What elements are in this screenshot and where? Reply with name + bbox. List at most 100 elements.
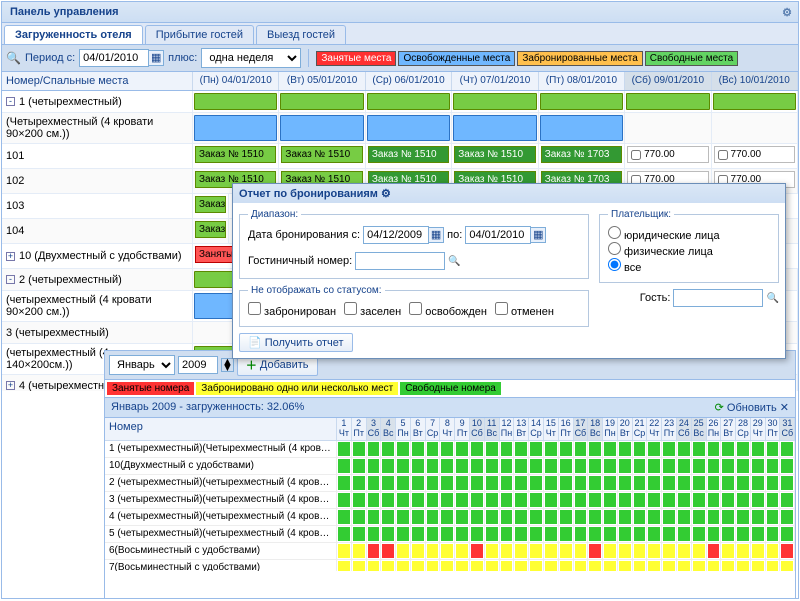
- occ-cell[interactable]: [412, 510, 424, 524]
- occ-cell[interactable]: [648, 459, 660, 473]
- occ-cell[interactable]: [722, 527, 734, 541]
- date-from-input[interactable]: [363, 226, 429, 244]
- occ-cell[interactable]: [781, 459, 793, 473]
- booking-cell[interactable]: Заказ № 1510: [281, 146, 362, 163]
- occ-cell[interactable]: [501, 459, 513, 473]
- year-spinner[interactable]: ▲▼: [221, 358, 234, 372]
- occ-cell[interactable]: [382, 544, 394, 558]
- occ-cell[interactable]: [501, 561, 513, 571]
- tab-0[interactable]: Загруженность отеля: [4, 25, 143, 44]
- occ-cell[interactable]: [471, 459, 483, 473]
- calendar-icon[interactable]: ▦: [428, 227, 444, 243]
- occ-cell[interactable]: [501, 544, 513, 558]
- occ-cell[interactable]: [575, 561, 587, 571]
- occ-cell[interactable]: [441, 561, 453, 571]
- occ-cell[interactable]: [648, 544, 660, 558]
- occ-cell[interactable]: [634, 561, 646, 571]
- occ-cell[interactable]: [604, 561, 616, 571]
- occ-cell[interactable]: [589, 493, 601, 507]
- occ-cell[interactable]: [663, 442, 675, 456]
- occ-cell[interactable]: [752, 544, 764, 558]
- occ-cell[interactable]: [560, 544, 572, 558]
- occ-cell[interactable]: [427, 510, 439, 524]
- occ-cell[interactable]: [781, 493, 793, 507]
- occ-cell[interactable]: [486, 442, 498, 456]
- occ-cell[interactable]: [648, 493, 660, 507]
- occ-cell[interactable]: [368, 442, 380, 456]
- occ-cell[interactable]: [368, 561, 380, 571]
- occ-cell[interactable]: [678, 476, 690, 490]
- occ-cell[interactable]: [604, 527, 616, 541]
- occ-cell[interactable]: [397, 510, 409, 524]
- occ-cell[interactable]: [767, 476, 779, 490]
- occ-cell[interactable]: [781, 561, 793, 571]
- occ-cell[interactable]: [545, 476, 557, 490]
- occ-cell[interactable]: [545, 544, 557, 558]
- occ-cell[interactable]: [471, 527, 483, 541]
- settings-icon[interactable]: ⚙: [782, 6, 792, 19]
- occ-cell[interactable]: [545, 527, 557, 541]
- occ-cell[interactable]: [338, 459, 350, 473]
- occ-cell[interactable]: [456, 442, 468, 456]
- occ-cell[interactable]: [589, 544, 601, 558]
- occ-cell[interactable]: [663, 459, 675, 473]
- occ-cell[interactable]: [737, 544, 749, 558]
- occ-cell[interactable]: [397, 493, 409, 507]
- occ-cell[interactable]: [486, 544, 498, 558]
- occ-cell[interactable]: [693, 527, 705, 541]
- occ-cell[interactable]: [368, 476, 380, 490]
- occ-cell[interactable]: [441, 527, 453, 541]
- occ-cell[interactable]: [501, 476, 513, 490]
- occ-cell[interactable]: [427, 442, 439, 456]
- tab-1[interactable]: Прибытие гостей: [145, 25, 254, 44]
- occupied-cell[interactable]: Заняты: [195, 246, 234, 263]
- occ-cell[interactable]: [382, 493, 394, 507]
- occ-cell[interactable]: [441, 459, 453, 473]
- occ-cell[interactable]: [737, 561, 749, 571]
- status-option[interactable]: отменен: [495, 306, 554, 318]
- occ-cell[interactable]: [648, 476, 660, 490]
- occ-cell[interactable]: [412, 493, 424, 507]
- occ-cell[interactable]: [412, 459, 424, 473]
- occ-cell[interactable]: [412, 561, 424, 571]
- occ-cell[interactable]: [663, 493, 675, 507]
- occ-cell[interactable]: [427, 527, 439, 541]
- year-input[interactable]: [178, 356, 218, 374]
- occ-cell[interactable]: [560, 459, 572, 473]
- calendar-icon[interactable]: ▦: [148, 50, 164, 66]
- booking-cell[interactable]: Заказ: [195, 196, 226, 213]
- occ-cell[interactable]: [427, 544, 439, 558]
- calendar-icon[interactable]: ▦: [530, 227, 546, 243]
- occ-cell[interactable]: [767, 510, 779, 524]
- occ-cell[interactable]: [515, 493, 527, 507]
- occ-cell[interactable]: [515, 527, 527, 541]
- occ-cell[interactable]: [530, 527, 542, 541]
- occ-cell[interactable]: [501, 493, 513, 507]
- occ-cell[interactable]: [515, 459, 527, 473]
- payer-option[interactable]: юридические лица: [608, 230, 720, 242]
- occ-cell[interactable]: [353, 544, 365, 558]
- occ-cell[interactable]: [560, 527, 572, 541]
- occ-cell[interactable]: [663, 544, 675, 558]
- occ-cell[interactable]: [781, 442, 793, 456]
- occ-cell[interactable]: [619, 442, 631, 456]
- occ-cell[interactable]: [427, 493, 439, 507]
- occ-cell[interactable]: [560, 476, 572, 490]
- occ-cell[interactable]: [412, 527, 424, 541]
- occ-cell[interactable]: [708, 544, 720, 558]
- occ-cell[interactable]: [575, 544, 587, 558]
- occ-cell[interactable]: [456, 561, 468, 571]
- occ-cell[interactable]: [338, 476, 350, 490]
- occ-cell[interactable]: [752, 510, 764, 524]
- occ-cell[interactable]: [575, 510, 587, 524]
- occ-cell[interactable]: [471, 442, 483, 456]
- occ-cell[interactable]: [708, 510, 720, 524]
- occ-cell[interactable]: [530, 459, 542, 473]
- occ-cell[interactable]: [545, 442, 557, 456]
- free-cell[interactable]: 770.00: [714, 146, 795, 163]
- tab-2[interactable]: Выезд гостей: [256, 25, 346, 44]
- search-icon[interactable]: [448, 255, 460, 267]
- status-option[interactable]: заселен: [344, 306, 401, 318]
- occ-cell[interactable]: [589, 476, 601, 490]
- occ-cell[interactable]: [708, 527, 720, 541]
